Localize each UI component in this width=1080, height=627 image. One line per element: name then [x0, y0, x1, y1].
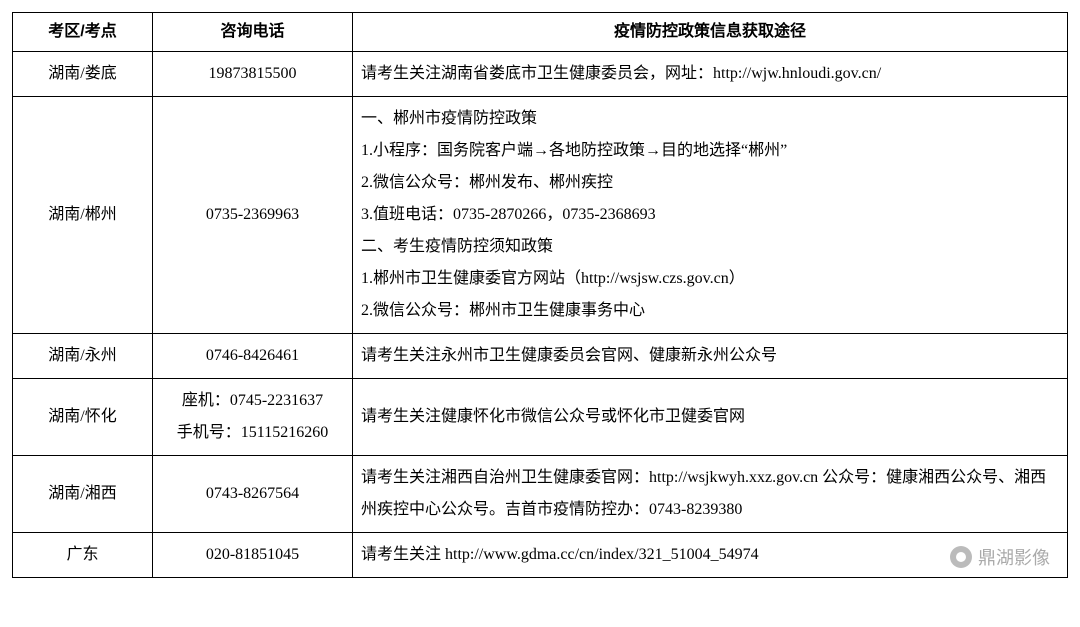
cell-area: 湖南/娄底	[13, 52, 153, 97]
header-area: 考区/考点	[13, 13, 153, 52]
header-phone: 咨询电话	[153, 13, 353, 52]
header-info: 疫情防控政策信息获取途径	[353, 13, 1068, 52]
cell-phone: 0743-8267564	[153, 456, 353, 533]
cell-phone: 座机：0745-2231637手机号：15115216260	[153, 379, 353, 456]
table-header: 考区/考点 咨询电话 疫情防控政策信息获取途径	[13, 13, 1068, 52]
table-body: 湖南/娄底 19873815500 请考生关注湖南省娄底市卫生健康委员会，网址：…	[13, 52, 1068, 578]
cell-phone: 0735-2369963	[153, 97, 353, 334]
table-row: 湖南/郴州 0735-2369963 一、郴州市疫情防控政策1.小程序：国务院客…	[13, 97, 1068, 334]
table-row: 广东 020-81851045 请考生关注 http://www.gdma.cc…	[13, 533, 1068, 578]
cell-phone: 020-81851045	[153, 533, 353, 578]
table-row: 湖南/永州 0746-8426461 请考生关注永州市卫生健康委员会官网、健康新…	[13, 334, 1068, 379]
cell-info: 请考生关注湖南省娄底市卫生健康委员会，网址：http://wjw.hnloudi…	[353, 52, 1068, 97]
cell-area: 湖南/湘西	[13, 456, 153, 533]
cell-info: 一、郴州市疫情防控政策1.小程序：国务院客户端→各地防控政策→目的地选择“郴州”…	[353, 97, 1068, 334]
cell-area: 湖南/永州	[13, 334, 153, 379]
table-row: 湖南/怀化 座机：0745-2231637手机号：15115216260 请考生…	[13, 379, 1068, 456]
cell-info: 请考生关注 http://www.gdma.cc/cn/index/321_51…	[353, 533, 1068, 578]
cell-area: 湖南/怀化	[13, 379, 153, 456]
cell-phone: 19873815500	[153, 52, 353, 97]
cell-area: 湖南/郴州	[13, 97, 153, 334]
cell-phone: 0746-8426461	[153, 334, 353, 379]
cell-info: 请考生关注湘西自治州卫生健康委官网：http://wsjkwyh.xxz.gov…	[353, 456, 1068, 533]
cell-info: 请考生关注永州市卫生健康委员会官网、健康新永州公众号	[353, 334, 1068, 379]
cell-info: 请考生关注健康怀化市微信公众号或怀化市卫健委官网	[353, 379, 1068, 456]
table-row: 湖南/娄底 19873815500 请考生关注湖南省娄底市卫生健康委员会，网址：…	[13, 52, 1068, 97]
table-row: 湖南/湘西 0743-8267564 请考生关注湘西自治州卫生健康委官网：htt…	[13, 456, 1068, 533]
policy-table: 考区/考点 咨询电话 疫情防控政策信息获取途径 湖南/娄底 1987381550…	[12, 12, 1068, 578]
cell-area: 广东	[13, 533, 153, 578]
